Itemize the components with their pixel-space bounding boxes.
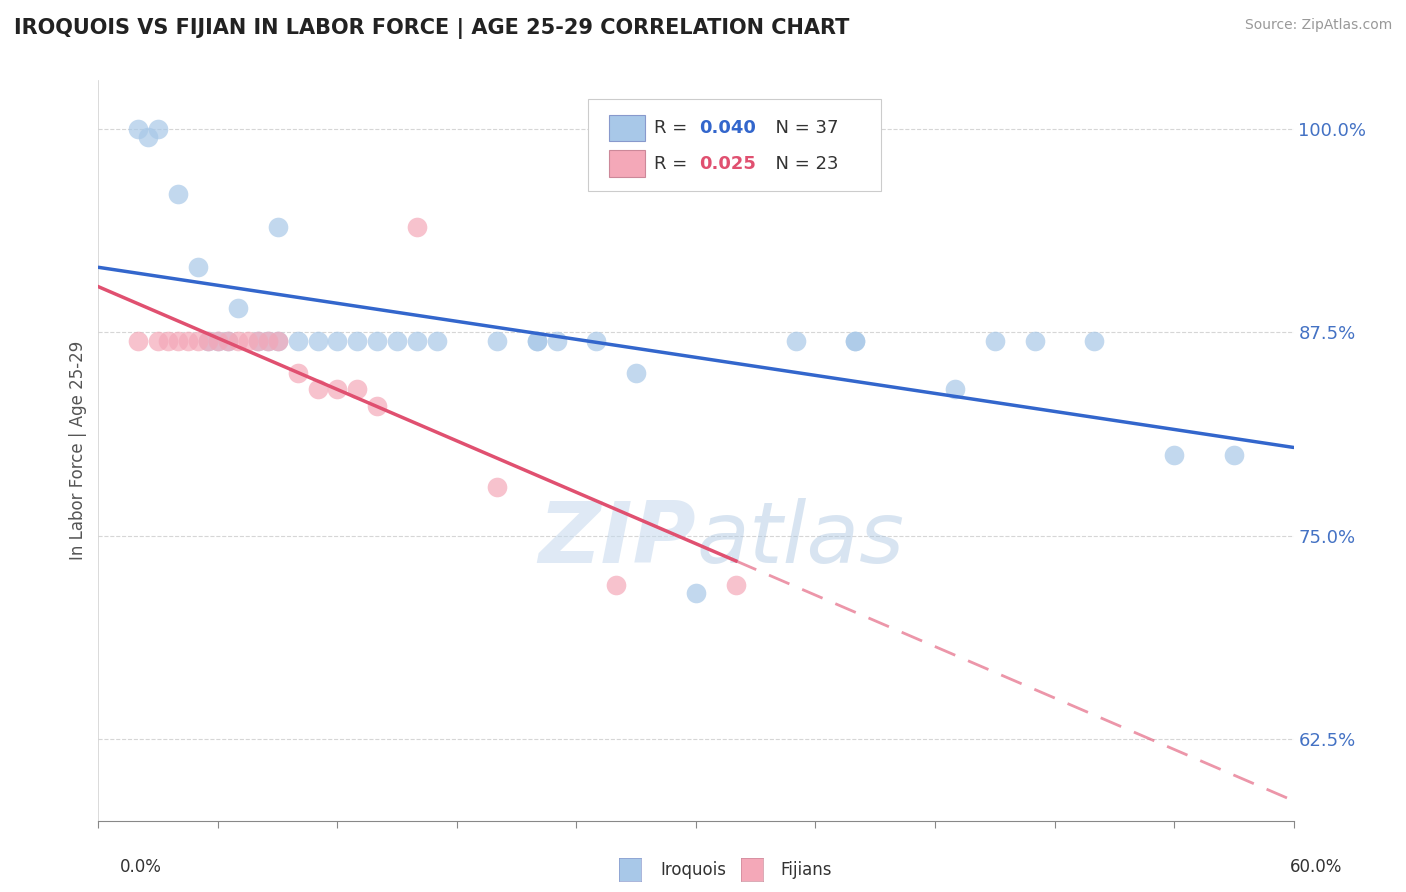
Text: atlas: atlas [696, 498, 904, 581]
FancyBboxPatch shape [589, 99, 882, 191]
Point [148, 334, 170, 348]
Y-axis label: In Labor Force | Age 25-29: In Labor Force | Age 25-29 [69, 341, 87, 560]
Point [287, 334, 309, 348]
Point [197, 334, 219, 348]
Point [326, 334, 349, 348]
Point [246, 334, 269, 348]
Point [984, 334, 1007, 348]
Point [157, 334, 180, 348]
Point [267, 334, 290, 348]
Point [167, 187, 190, 202]
Point [366, 399, 388, 413]
Point [546, 334, 568, 348]
Point [426, 334, 449, 348]
Point [626, 366, 648, 380]
Point [307, 383, 329, 397]
Point [346, 334, 368, 348]
Point [366, 334, 388, 348]
Point [287, 366, 309, 380]
Point [187, 334, 209, 348]
Point [226, 334, 249, 348]
Point [585, 334, 607, 348]
Point [943, 383, 966, 397]
Text: 0.0%: 0.0% [120, 858, 162, 876]
Point [197, 334, 219, 348]
Point [236, 334, 259, 348]
Point [485, 480, 508, 494]
Point [217, 334, 239, 348]
Point [526, 334, 548, 348]
Text: IROQUOIS VS FIJIAN IN LABOR FORCE | AGE 25-29 CORRELATION CHART: IROQUOIS VS FIJIAN IN LABOR FORCE | AGE … [14, 18, 849, 39]
Point [406, 334, 429, 348]
Point [226, 301, 249, 315]
Point [385, 334, 409, 348]
Point [207, 334, 229, 348]
Point [346, 383, 368, 397]
Point [1163, 448, 1185, 462]
Point [605, 577, 627, 591]
Point [136, 130, 159, 145]
FancyBboxPatch shape [609, 115, 644, 141]
Point [246, 334, 269, 348]
Point [267, 334, 290, 348]
Point [177, 334, 200, 348]
Point [844, 334, 866, 348]
Point [406, 219, 429, 234]
Point [148, 122, 170, 136]
Point [844, 334, 866, 348]
Text: Iroquois: Iroquois [661, 861, 727, 879]
Text: ZIP: ZIP [538, 498, 696, 581]
Point [167, 334, 190, 348]
Text: N = 37: N = 37 [763, 119, 838, 137]
Point [127, 334, 149, 348]
Text: Source: ZipAtlas.com: Source: ZipAtlas.com [1244, 18, 1392, 32]
Point [1223, 448, 1246, 462]
Point [127, 122, 149, 136]
Point [217, 334, 239, 348]
Text: 0.025: 0.025 [700, 155, 756, 173]
Point [685, 586, 707, 600]
Point [207, 334, 229, 348]
Point [256, 334, 278, 348]
Point [1083, 334, 1105, 348]
Point [267, 219, 290, 234]
Text: 60.0%: 60.0% [1291, 858, 1343, 876]
Text: Fijians: Fijians [780, 861, 832, 879]
Point [187, 260, 209, 275]
Point [307, 334, 329, 348]
Text: 0.040: 0.040 [700, 119, 756, 137]
FancyBboxPatch shape [609, 151, 644, 178]
Point [724, 577, 747, 591]
Point [326, 383, 349, 397]
Point [526, 334, 548, 348]
Point [256, 334, 278, 348]
Point [1024, 334, 1046, 348]
Text: R =: R = [654, 119, 693, 137]
Text: N = 23: N = 23 [763, 155, 838, 173]
Text: R =: R = [654, 155, 693, 173]
Point [785, 334, 807, 348]
Point [485, 334, 508, 348]
